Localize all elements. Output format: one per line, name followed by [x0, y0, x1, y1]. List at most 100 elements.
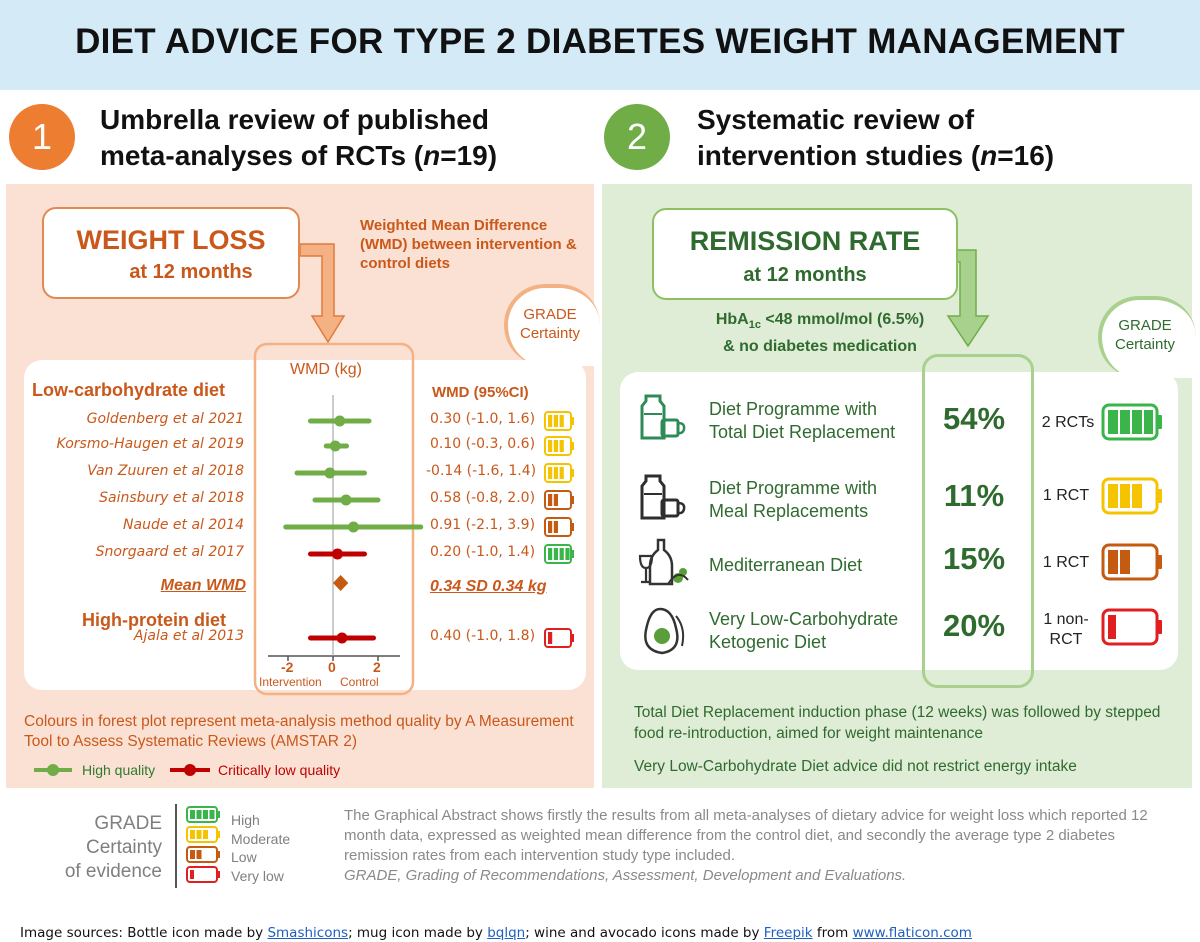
remission-note-1: Total Diet Replacement induction phase (…: [634, 704, 1161, 742]
mean-wmd-value: 0.34 SD 0.34 kg: [430, 578, 547, 595]
remission-item-2-studies: 1 RCT: [1042, 487, 1090, 504]
bottle-mug-icon: [638, 472, 686, 522]
forest-grade-battery-icon: [544, 628, 574, 648]
remission-title: REMISSION RATE: [689, 226, 921, 256]
legend-high-quality-swatch: [34, 764, 72, 776]
forest-grade-battery-icon: [544, 490, 574, 510]
avocado-icon: [638, 606, 688, 656]
grade-bubble-left: [504, 284, 600, 366]
remission-subtitle: at 12 months: [743, 264, 867, 286]
forest-ci-text: 0.40 (-1.0, 1.8): [430, 628, 536, 644]
bottle-mug-icon: [638, 392, 686, 442]
legend-low-quality-swatch: [170, 764, 210, 776]
group-high-protein-title: High-protein diet: [82, 610, 226, 630]
grade-moderate-battery-icon: [1101, 477, 1162, 515]
grade-bubble-right-label: GRADE Certainty: [1114, 317, 1176, 353]
forest-study-label: Korsmo-Haugen et al 2019: [56, 436, 244, 452]
forest-ci-text: 0.10 (-0.3, 0.6): [430, 436, 536, 452]
weight-loss-arrow: [300, 243, 346, 344]
grade-bubble-left-label: GRADE Certainty: [519, 306, 581, 342]
axis-tick-2: 2: [373, 659, 381, 675]
grade-low-battery-icon: [1101, 543, 1162, 581]
axis-intervention-label: Intervention: [259, 675, 322, 689]
forest-grade-battery-icon: [544, 517, 574, 537]
remission-item-4-studies: 1 non- RCT: [1043, 611, 1089, 648]
remission-criteria: HbA1c <48 mmol/mol (6.5%) & no diabetes …: [715, 311, 925, 356]
flaticon-link[interactable]: www.flaticon.com: [852, 925, 972, 941]
forest-study-label: Goldenberg et al 2021: [86, 411, 244, 427]
axis-tick-neg2: -2: [281, 659, 294, 675]
section-2-heading-line1: Systematic review of: [697, 104, 975, 135]
forest-point: [336, 632, 348, 644]
remission-item-2-label: Diet Programme with Meal Replacements: [709, 478, 878, 521]
forest-point: [340, 494, 352, 506]
section-1-heading-line1: Umbrella review of published: [100, 104, 489, 135]
section-1-heading-line2: meta-analyses of RCTs (n=19): [100, 140, 498, 171]
section-2-heading-line2: intervention studies (n=16): [697, 140, 1055, 171]
forest-grade-battery-icon: [544, 463, 574, 483]
forest-study-label: Snorgaard et al 2017: [95, 544, 244, 560]
forest-ci-text: 0.91 (-2.1, 3.9): [430, 517, 536, 533]
forest-ci-text: 0.20 (-1.0, 1.4): [430, 544, 536, 560]
remission-pct-frame: [922, 354, 1034, 688]
forest-study-label: Ajala et al 2013: [133, 628, 244, 644]
forest-grade-battery-icon: [544, 411, 574, 431]
image-sources: Image sources: Bottle icon made by Smash…: [20, 925, 972, 941]
axis-control-label: Control: [340, 675, 379, 689]
group-low-carb-title: Low-carbohydrate diet: [32, 380, 226, 400]
page-title: DIET ADVICE FOR TYPE 2 DIABETES WEIGHT M…: [75, 22, 1125, 61]
grade-bubble-right: [1098, 296, 1196, 378]
forest-point: [329, 440, 341, 452]
grade-legend-batteries: [186, 806, 220, 883]
freepik-link[interactable]: Freepik: [763, 925, 813, 941]
remission-item-1-studies: 2 RCTs: [1041, 414, 1095, 431]
forest-grade-battery-icon: [544, 544, 574, 564]
grade-legend-very-low-battery: [186, 866, 220, 883]
bqlqn-link[interactable]: bqlqn: [487, 925, 526, 941]
forest-axis-title: WMD (kg): [290, 361, 362, 378]
grade-high-battery-icon: [1101, 403, 1162, 441]
remission-box: REMISSION RATE at 12 months: [652, 208, 958, 300]
quality-note: Colours in forest plot represent meta-an…: [24, 713, 574, 750]
weight-loss-title: WEIGHT LOSS: [76, 225, 266, 255]
remission-item-2-pct: 11%: [943, 478, 1005, 513]
forest-ci-text: 0.30 (-1.0, 1.6): [430, 411, 536, 427]
remission-item-4-pct: 20%: [942, 608, 1006, 643]
forest-study-label: Sainsbury et al 2018: [99, 490, 244, 506]
forest-grade-battery-icon: [544, 436, 574, 456]
remission-item-3-studies: 1 RCT: [1042, 554, 1090, 571]
forest-plot-frame: [253, 342, 415, 696]
smashicons-link[interactable]: Smashicons: [267, 925, 349, 941]
forest-point: [324, 467, 336, 479]
remission-item-4-label: Very Low-Carbohydrate Ketogenic Diet: [709, 609, 899, 652]
wine-icon: [638, 538, 689, 588]
grade-legend-moderate-battery: [186, 826, 220, 843]
abstract-text: The Graphical Abstract shows firstly the…: [344, 807, 1148, 884]
forest-study-label: Van Zuuren et al 2018: [87, 463, 244, 479]
remission-list-area: [620, 372, 1178, 670]
grade-legend-low-battery: [186, 846, 220, 863]
forest-ci-text: 0.58 (-0.8, 2.0): [430, 490, 536, 506]
section-2-number: 2: [604, 104, 670, 170]
grade-legend-title: GRADE Certainty of evidence: [64, 813, 162, 882]
title-bar: DIET ADVICE FOR TYPE 2 DIABETES WEIGHT M…: [0, 0, 1200, 90]
section-1-heading: Umbrella review of published meta-analys…: [100, 102, 497, 174]
forest-study-label: Naude et al 2014: [123, 517, 244, 533]
remission-item-3-pct: 15%: [942, 541, 1006, 576]
forest-point: [347, 521, 359, 533]
mean-wmd-diamond: [333, 575, 349, 591]
section-1-number: 1: [9, 104, 75, 170]
remission-item-3-label: Mediterranean Diet: [709, 555, 863, 575]
forest-point: [334, 415, 346, 427]
remission-item-1-pct: 54%: [942, 401, 1006, 436]
wmd-note: Weighted Mean Difference (WMD) between i…: [360, 217, 577, 272]
grade-very-low-battery-icon: [1101, 608, 1162, 646]
grade-legend-levels: High Moderate Low Very low: [231, 812, 291, 884]
legend-high-quality: High quality: [82, 762, 156, 778]
grade-legend-high-battery: [186, 806, 220, 823]
ci-header: WMD (95%CI): [432, 384, 529, 401]
axis-tick-0: 0: [328, 659, 336, 675]
grade-legend-divider: [175, 804, 177, 888]
section-2-heading: Systematic review of intervention studie…: [697, 102, 1054, 174]
